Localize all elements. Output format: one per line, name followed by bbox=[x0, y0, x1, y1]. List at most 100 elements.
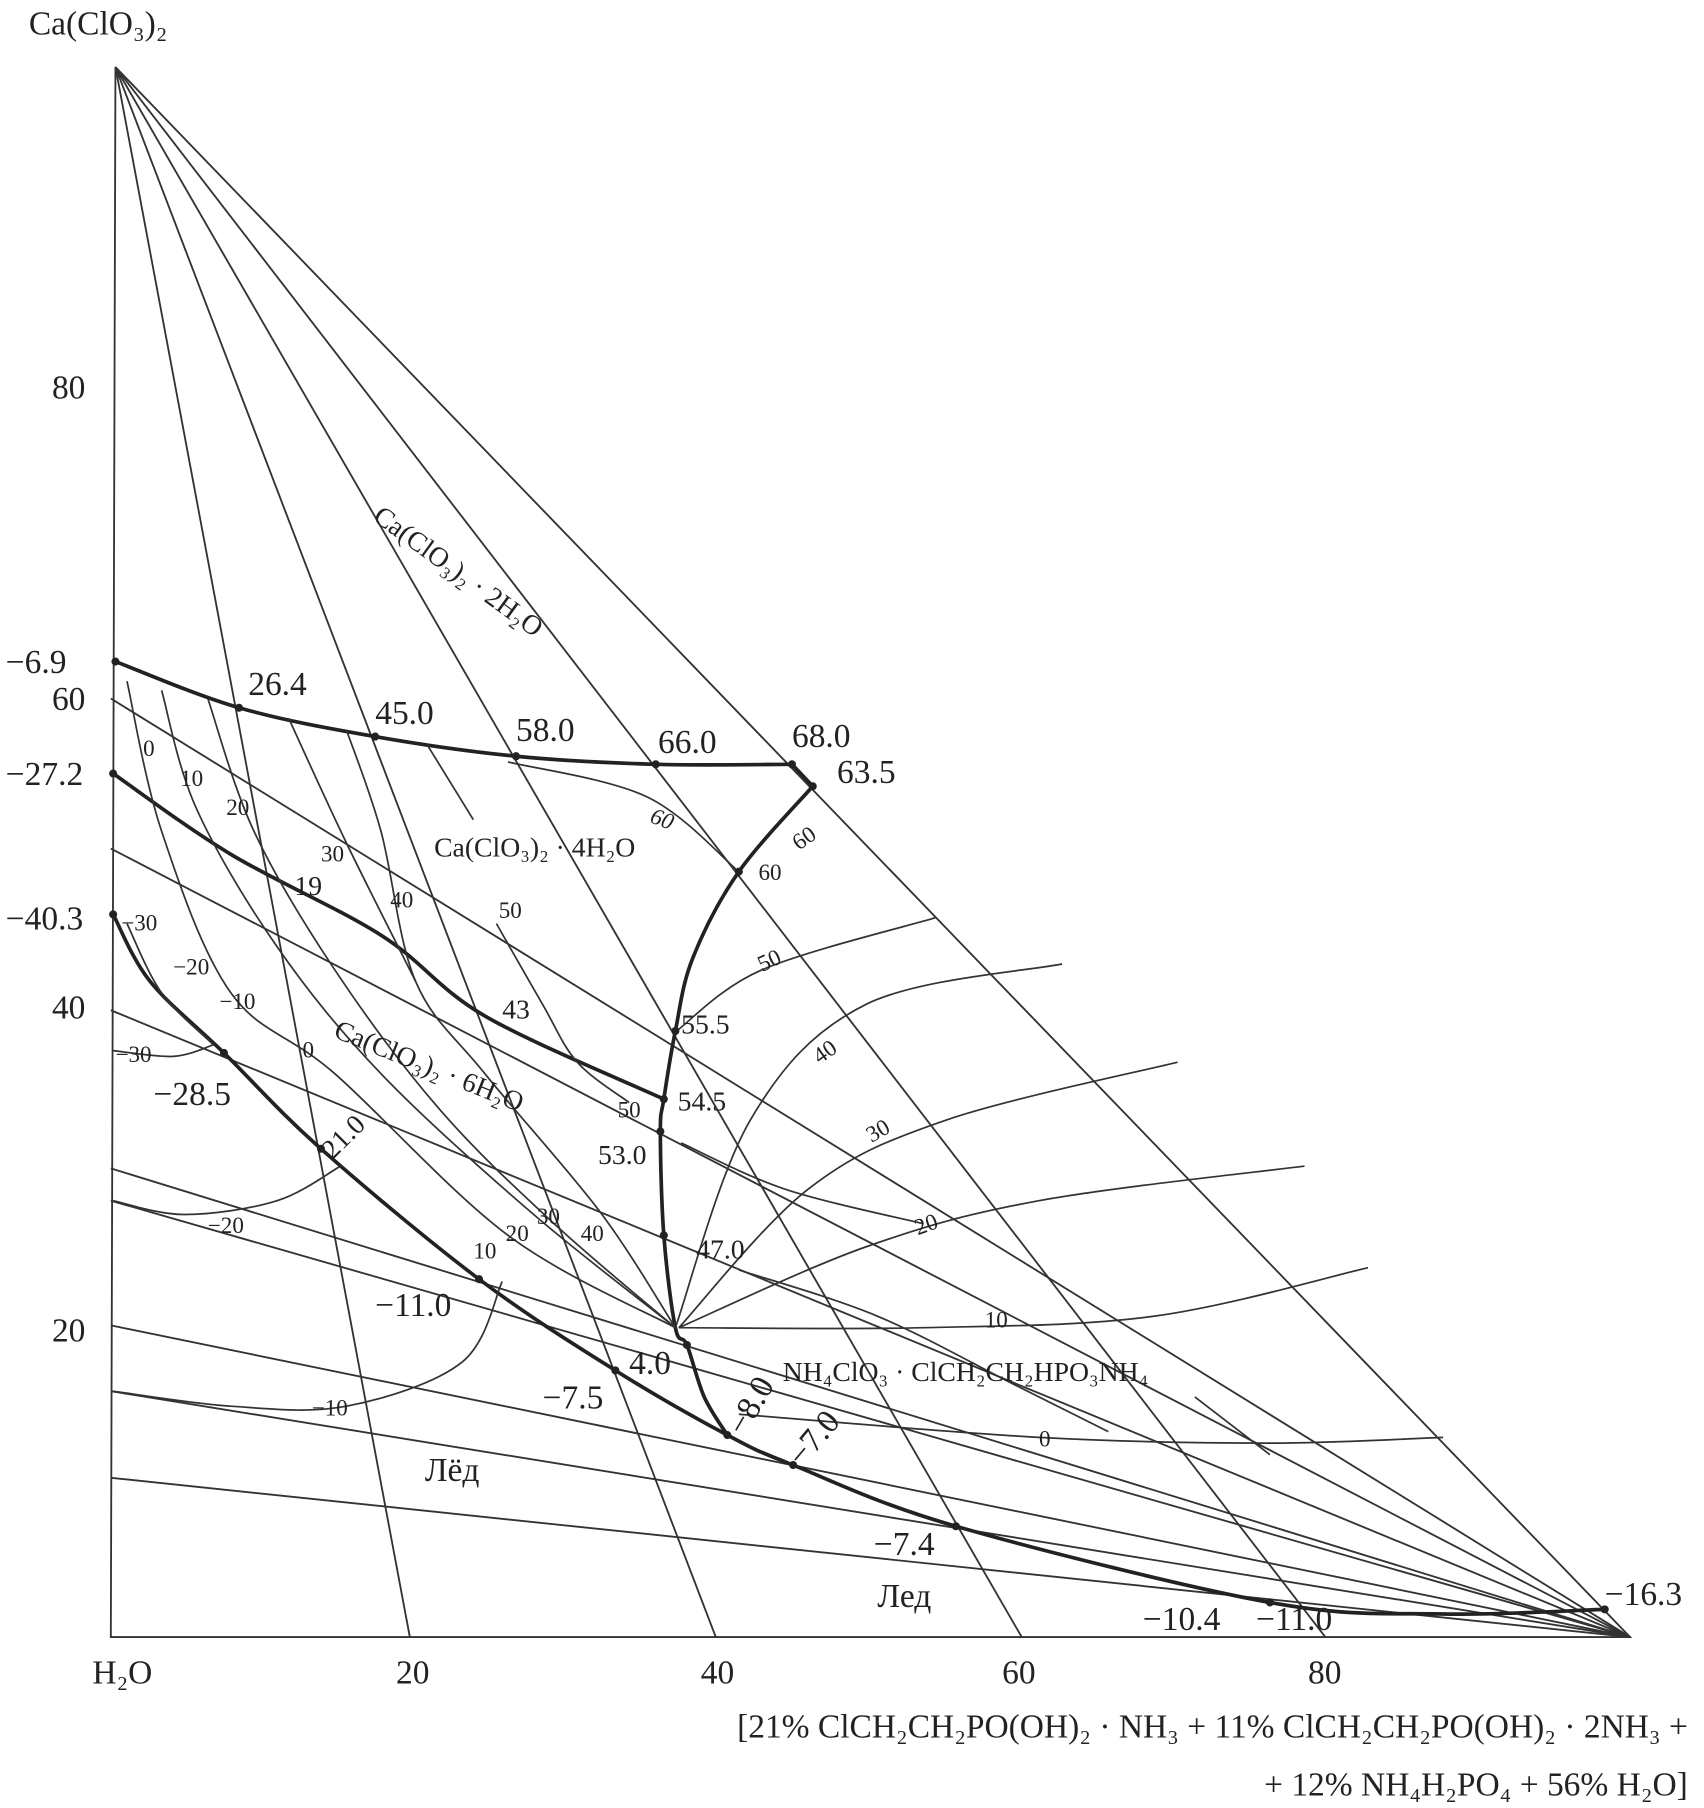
isotherm bbox=[678, 1266, 1369, 1330]
invariant-point bbox=[316, 1144, 325, 1153]
left-tick: 20 bbox=[52, 1313, 85, 1350]
temp-label: −10.4 bbox=[1143, 1601, 1221, 1638]
isotherm-label: 0 bbox=[1039, 1426, 1051, 1452]
left-tick: 60 bbox=[52, 681, 85, 718]
invariant-point bbox=[512, 752, 521, 761]
temp-label: 19 bbox=[294, 870, 322, 901]
temp-label: −16.3 bbox=[1605, 1576, 1682, 1613]
tie-line bbox=[110, 1009, 1631, 1638]
isotherm-label: 50 bbox=[618, 1097, 641, 1123]
temp-label: −28.5 bbox=[154, 1076, 231, 1113]
tie-line bbox=[114, 66, 411, 1638]
bottom-tick: 60 bbox=[1002, 1654, 1035, 1691]
vertex-label-top: Ca(ClO₃)₂ bbox=[29, 6, 168, 43]
bottom-tick: 40 bbox=[701, 1654, 734, 1691]
temp-label: −8.0 bbox=[720, 1370, 782, 1441]
boundary-curve bbox=[111, 913, 1605, 1617]
isotherm bbox=[676, 917, 936, 1032]
invariant-point bbox=[109, 910, 118, 919]
isotherm bbox=[345, 729, 677, 1329]
isotherm bbox=[287, 717, 417, 982]
phase-label-hexahydrate: Ca(ClO₃)₂ · 6H₂O bbox=[330, 1014, 528, 1118]
invariant-point bbox=[789, 1461, 798, 1470]
tie-line bbox=[114, 66, 1327, 1638]
isotherm bbox=[426, 744, 475, 821]
invariant-point bbox=[734, 867, 743, 876]
invariant-point bbox=[611, 1366, 620, 1375]
isotherm-label: 0 bbox=[302, 1037, 314, 1063]
tie-line bbox=[110, 1476, 1631, 1639]
invariant-point bbox=[111, 657, 120, 666]
isotherm bbox=[160, 690, 676, 1329]
isotherm-label: −30 bbox=[121, 910, 157, 936]
invariant-point bbox=[371, 732, 380, 741]
phase-label-dihydrate: Ca(ClO₃)₂ · 2H₂O bbox=[368, 499, 549, 642]
isotherm-label: −30 bbox=[115, 1041, 151, 1067]
isotherm-label: −10 bbox=[219, 988, 255, 1014]
boundary-curve bbox=[114, 659, 792, 767]
isotherm bbox=[738, 1269, 1109, 1433]
temp-label: −11.0 bbox=[1256, 1601, 1332, 1638]
invariant-point bbox=[671, 1026, 680, 1036]
temp-label: 66.0 bbox=[658, 724, 717, 761]
invariant-point bbox=[234, 703, 244, 712]
isotherm-label: 0 bbox=[143, 735, 155, 761]
isotherm-label: 40 bbox=[390, 886, 413, 912]
temp-label: 4.0 bbox=[629, 1345, 671, 1382]
left-tick: 40 bbox=[52, 989, 85, 1026]
isotherm bbox=[112, 1165, 341, 1216]
isotherm-label: 20 bbox=[226, 794, 249, 820]
temp-label: 55.5 bbox=[681, 1008, 729, 1039]
phase-label-double-salt: NH₄ClO₃ · ClCH₂CH₂HPO₃NH₄ bbox=[783, 1356, 1149, 1387]
temp-label: −27.2 bbox=[6, 756, 83, 793]
isotherm-label: 60 bbox=[787, 820, 821, 855]
triangle-frame bbox=[109, 66, 1633, 1639]
isotherm bbox=[678, 1165, 1305, 1329]
isotherm-label: −10 bbox=[312, 1394, 348, 1420]
temp-label: 54.5 bbox=[678, 1086, 726, 1117]
isotherm-label: 30 bbox=[537, 1203, 560, 1229]
isotherm bbox=[1194, 1396, 1271, 1456]
vertex-label-water: H₂O bbox=[92, 1654, 152, 1691]
tie-line bbox=[114, 66, 717, 1638]
isotherm bbox=[507, 761, 740, 873]
tie-line bbox=[110, 1390, 1631, 1639]
isotherm-label: 30 bbox=[321, 840, 344, 866]
isotherm bbox=[126, 680, 676, 1329]
isotherm-label: 20 bbox=[506, 1220, 529, 1246]
isotherm bbox=[206, 698, 676, 1329]
bottom-tick: 20 bbox=[396, 1654, 429, 1691]
temp-label: −7.5 bbox=[543, 1380, 604, 1417]
isotherm bbox=[678, 1061, 1178, 1329]
invariant-point bbox=[659, 1095, 668, 1104]
isotherm-label: 60 bbox=[758, 859, 781, 885]
invariant-point bbox=[723, 1431, 732, 1440]
isotherm-label: 50 bbox=[499, 897, 522, 923]
phase-label-tetrahydrate: Ca(ClO₃)₂ · 4H₂O bbox=[434, 832, 635, 863]
isotherm-label: −20 bbox=[173, 953, 209, 979]
temp-label: 43 bbox=[502, 993, 530, 1024]
tie-line bbox=[110, 1324, 1631, 1638]
temp-label: −40.3 bbox=[6, 900, 83, 937]
isotherm bbox=[680, 1142, 924, 1225]
temp-label: −11.0 bbox=[375, 1287, 451, 1324]
isotherm-label: 20 bbox=[911, 1208, 942, 1240]
isotherm bbox=[113, 1044, 214, 1058]
bottom-tick: 80 bbox=[1308, 1654, 1341, 1691]
isotherm-label: 10 bbox=[180, 765, 203, 791]
isotherm-label: 10 bbox=[985, 1307, 1008, 1333]
temp-label: 47.0 bbox=[696, 1233, 744, 1264]
temp-label: 63.5 bbox=[837, 754, 896, 791]
diagram-lines bbox=[109, 66, 1633, 1639]
invariant-point bbox=[219, 1048, 229, 1057]
invariant-point bbox=[951, 1522, 960, 1531]
isotherm bbox=[495, 923, 630, 1104]
invariant-point bbox=[656, 1127, 665, 1136]
boundary-curve bbox=[112, 772, 665, 1101]
temp-label: −7.4 bbox=[874, 1526, 935, 1563]
tie-line bbox=[110, 1199, 1631, 1638]
isotherm bbox=[126, 923, 215, 1046]
invariant-point bbox=[109, 769, 118, 778]
invariant-point bbox=[808, 782, 817, 791]
